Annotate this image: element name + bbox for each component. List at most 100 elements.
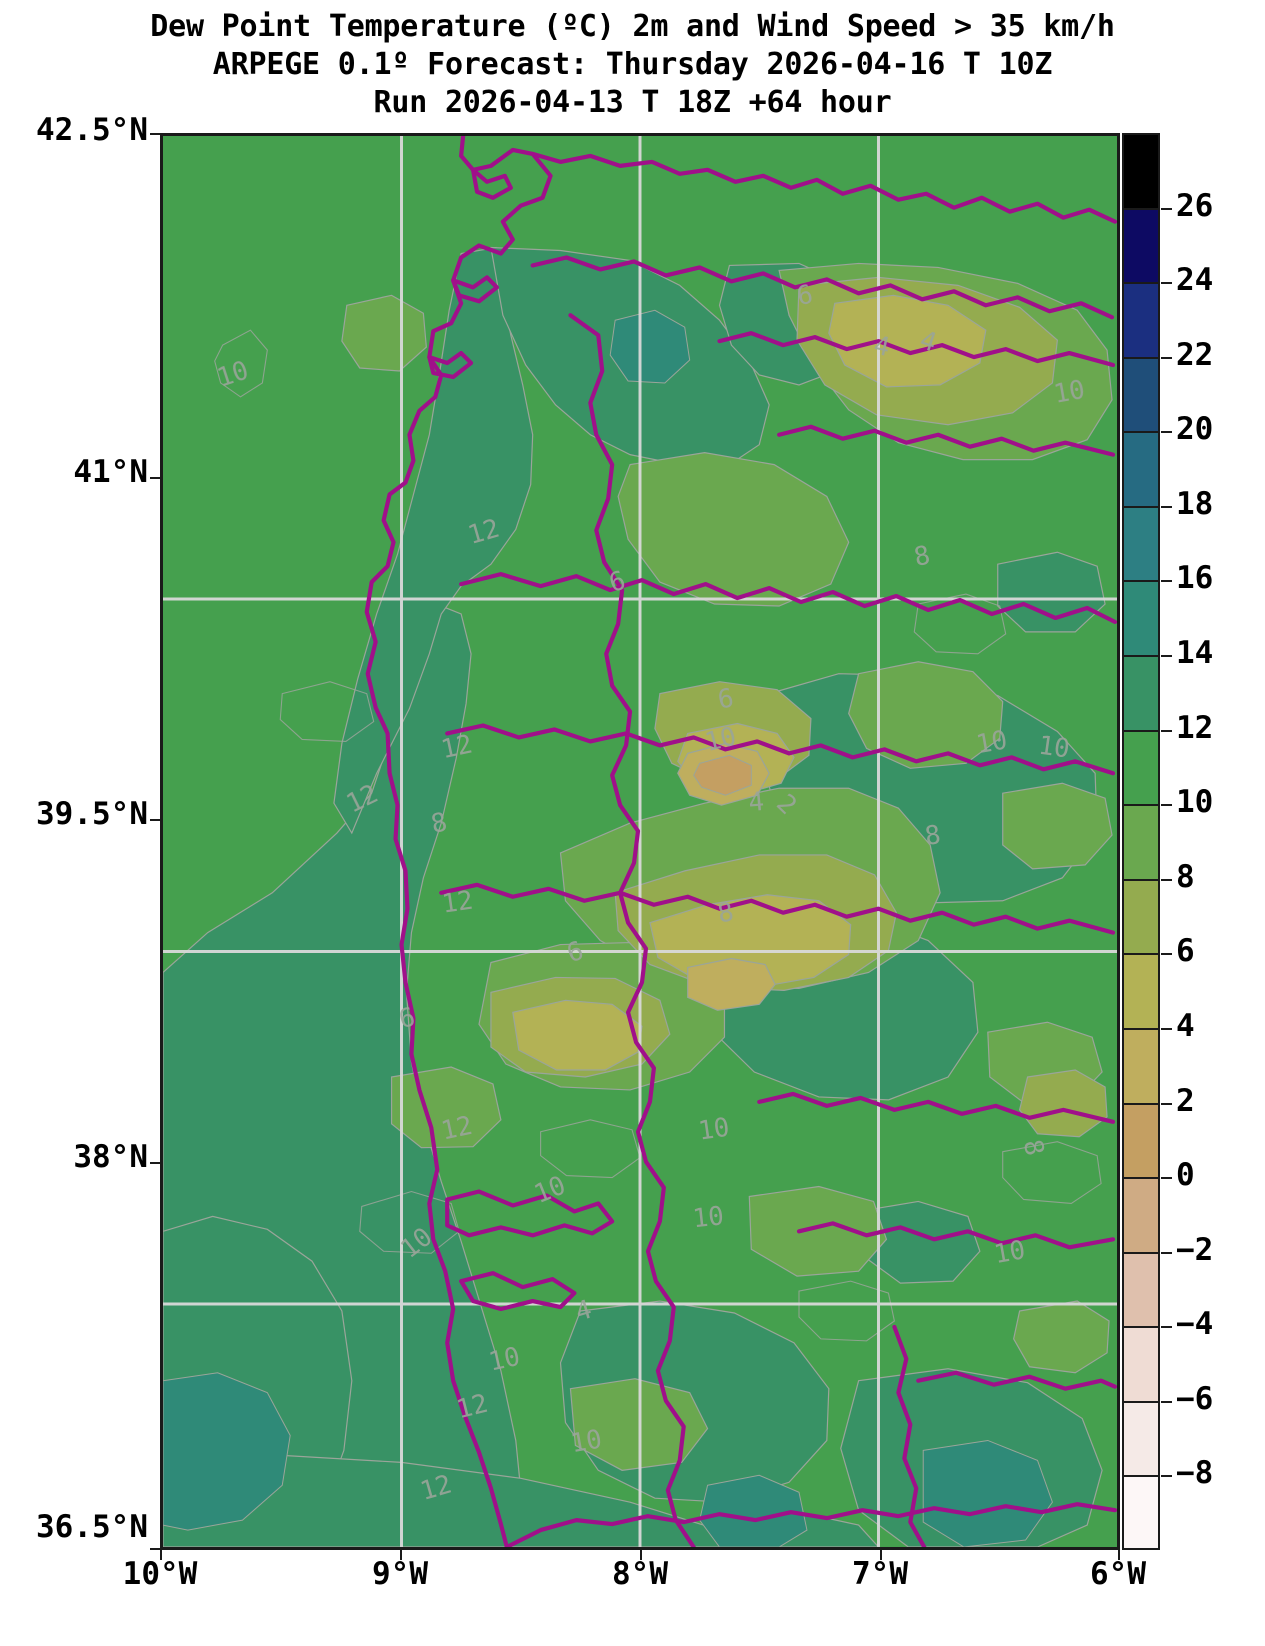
colorbar-tickmark-16: [1161, 580, 1172, 583]
ytick-label-42_5N: 42.5°N: [36, 112, 148, 148]
colorbar-label-0: 0: [1176, 1157, 1195, 1194]
colorbar-band-14-16: [1124, 580, 1158, 656]
contour-label: 6: [396, 1002, 418, 1035]
colorbar-band-20-22: [1124, 356, 1158, 432]
colorbar-tickline-10: [1124, 804, 1160, 807]
colorbar-label-20: 20: [1176, 411, 1214, 448]
ytick-mark-41N: [150, 477, 161, 479]
contour-label: 6: [794, 280, 815, 313]
colorbar-tickmark-12: [1161, 729, 1172, 732]
dewpoint-contour-map: 10 12 12 12 12 6 4 4 6 6 10 4 2 8 8 8 6: [163, 136, 1117, 1547]
contour-label: 10: [568, 1424, 604, 1459]
contour-label: 8: [716, 897, 737, 929]
colorbar-tickmark-0: [1161, 1177, 1172, 1180]
map-plot-area[interactable]: 10 12 12 12 12 6 4 4 6 6 10 4 2 8 8 8 6: [160, 133, 1120, 1550]
xtick-mark-8W: [640, 1550, 642, 1560]
colorbar-tickmark-14: [1161, 655, 1172, 658]
xtick-label-8W: 8°W: [612, 1556, 668, 1592]
xtick-mark-6W: [1118, 1550, 1120, 1560]
colorbar-label-14: 14: [1176, 635, 1214, 672]
colorbar-tickmark-20: [1161, 431, 1172, 434]
colorbar-band-8-10: [1124, 804, 1158, 879]
colorbar-label-8: 8: [1176, 858, 1195, 895]
colorbar-band-12-14: [1124, 655, 1158, 730]
ytick-mark-36_5N: [150, 1548, 161, 1550]
colorbar[interactable]: [1122, 133, 1160, 1550]
colorbar-tickline--4: [1124, 1326, 1160, 1329]
colorbar-tickmark--8: [1161, 1475, 1172, 1478]
colorbar-label-12: 12: [1176, 709, 1214, 746]
colorbar-label-16: 16: [1176, 560, 1214, 597]
contour-label: 4: [871, 331, 892, 364]
colorbar-band-0-2: [1124, 1102, 1158, 1178]
contour-label: 8: [911, 540, 932, 573]
contour-label: 4: [747, 787, 765, 818]
contour-label: 10: [1051, 375, 1087, 410]
colorbar-tickline-18: [1124, 505, 1160, 508]
colorbar-tickline--2: [1124, 1251, 1160, 1254]
colorbar-tickline--6: [1124, 1400, 1160, 1403]
xtick-label-9W: 9°W: [372, 1556, 428, 1592]
colorbar-tickmark-22: [1161, 356, 1172, 359]
field-band-core: [693, 754, 752, 796]
contour-label: 8: [429, 807, 450, 840]
ytick-label-36_5N: 36.5°N: [36, 1509, 148, 1545]
figure-title: Dew Point Temperature (ºC) 2m and Wind S…: [0, 8, 1265, 122]
xtick-label-6W: 6°W: [1090, 1556, 1146, 1592]
contour-label: 10: [1037, 731, 1072, 765]
colorbar-tickline-16: [1124, 580, 1160, 583]
colorbar-band-4-6: [1124, 953, 1158, 1028]
colorbar-label--6: −6: [1176, 1380, 1214, 1417]
colorbar-tickline-6: [1124, 953, 1160, 956]
colorbar-band-2-4: [1124, 1027, 1158, 1103]
colorbar-tickmark-4: [1161, 1027, 1172, 1030]
colorbar-tickline-20: [1124, 431, 1160, 434]
colorbar-band-22-24: [1124, 282, 1158, 357]
ytick-label-41N: 41°N: [73, 454, 148, 490]
contour-label: 12: [440, 886, 475, 920]
colorbar-band-10-12: [1124, 729, 1158, 805]
contour-outlines: [214, 329, 1102, 1342]
colorbar-tickline-8: [1124, 878, 1160, 881]
colorbar-label-6: 6: [1176, 933, 1195, 970]
contour-label: 8: [923, 820, 943, 852]
colorbar-band--10--8: [1124, 1475, 1158, 1548]
colorbar-label-24: 24: [1176, 262, 1214, 299]
colorbar-label--8: −8: [1176, 1455, 1214, 1492]
colorbar-label--4: −4: [1176, 1306, 1214, 1343]
colorbar-band-18-20: [1124, 431, 1158, 506]
colorbar-tickline-4: [1124, 1027, 1160, 1030]
contour-label: 6: [716, 683, 737, 715]
colorbar-label-2: 2: [1176, 1082, 1195, 1119]
colorbar-tickline-24: [1124, 282, 1160, 285]
colorbar-tickline-12: [1124, 729, 1160, 732]
colorbar-tickline-22: [1124, 356, 1160, 359]
contour-label: 12: [454, 1389, 491, 1426]
colorbar-tickline--8: [1124, 1475, 1160, 1478]
colorbar-band--2-0: [1124, 1177, 1158, 1252]
ytick-mark-38N: [150, 1162, 161, 1164]
colorbar-band--4--2: [1124, 1251, 1158, 1327]
colorbar-label-22: 22: [1176, 336, 1214, 373]
colorbar-tickmark-18: [1161, 505, 1172, 508]
colorbar-label--2: −2: [1176, 1231, 1214, 1268]
colorbar-label-4: 4: [1176, 1007, 1195, 1044]
colorbar-tickline-0: [1124, 1177, 1160, 1180]
contour-label: 12: [438, 1111, 475, 1147]
xtick-label-7W: 7°W: [852, 1556, 908, 1592]
ytick-mark-42_5N: [150, 133, 161, 135]
contour-label: 10: [974, 725, 1010, 760]
ytick-mark-39_5N: [150, 819, 161, 821]
ytick-label-38N: 38°N: [73, 1139, 148, 1175]
colorbar-label-26: 26: [1176, 187, 1214, 224]
colorbar-band--8--6: [1124, 1400, 1158, 1476]
coastline-and-borders: [364, 136, 1117, 1547]
colorbar-band-16-18: [1124, 505, 1158, 581]
xtick-label-10W: 10°W: [122, 1556, 198, 1592]
title-line-3: Run 2026-04-13 T 18Z +64 hour: [373, 85, 892, 120]
colorbar-tickmark-2: [1161, 1102, 1172, 1105]
colorbar-tickline-26: [1124, 207, 1160, 210]
colorbar-tickmark--6: [1161, 1400, 1172, 1403]
contour-label: 10: [691, 1201, 725, 1234]
